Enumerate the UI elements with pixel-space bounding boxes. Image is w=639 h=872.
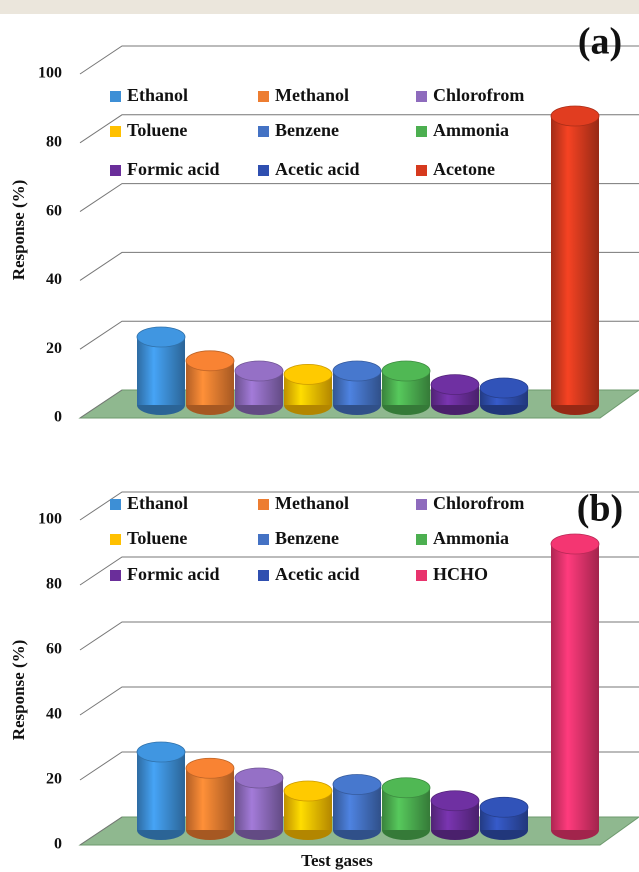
- legend-label: Formic acid: [127, 159, 219, 179]
- legend-swatch: [416, 126, 427, 137]
- legend-swatch: [258, 165, 269, 176]
- legend-swatch: [258, 534, 269, 545]
- grid-line: [79, 45, 639, 75]
- grid-line: [79, 320, 639, 350]
- legend-swatch: [416, 570, 427, 581]
- legend-swatch: [258, 570, 269, 581]
- grid-line: [79, 251, 639, 281]
- legend-label: Chlorofrom: [433, 493, 524, 513]
- legend-swatch: [258, 499, 269, 510]
- legend-swatch: [110, 534, 121, 545]
- grid-line: [79, 751, 639, 781]
- grid-line: [79, 114, 639, 144]
- y-axis-title: Response (%): [9, 640, 28, 741]
- y-tick-label: 40: [46, 271, 62, 288]
- bar: [137, 752, 185, 830]
- bar-top: [550, 105, 600, 127]
- bar-top: [479, 377, 529, 399]
- legend-label: Methanol: [275, 85, 349, 105]
- bar-top: [185, 350, 235, 372]
- bar-top: [430, 790, 480, 812]
- legend-label: Acetone: [433, 159, 495, 179]
- legend-swatch: [110, 570, 121, 581]
- bar-top: [136, 741, 186, 763]
- y-axis-title: Response (%): [9, 180, 28, 281]
- y-tick-label: 0: [54, 409, 62, 426]
- y-tick-label: 0: [54, 836, 62, 853]
- legend-label: Ethanol: [127, 493, 188, 513]
- grid-line: [79, 686, 639, 716]
- bar-top: [430, 374, 480, 396]
- legend-swatch: [110, 91, 121, 102]
- legend-swatch: [416, 91, 427, 102]
- y-tick-label: 40: [46, 706, 62, 723]
- legend-label: Ammonia: [433, 120, 509, 140]
- bar-top: [479, 796, 529, 818]
- x-axis-title: Test gases: [301, 851, 373, 870]
- legend-label: Acetic acid: [275, 564, 359, 584]
- legend-label: Formic acid: [127, 564, 219, 584]
- legend-swatch: [258, 126, 269, 137]
- legend-label: Benzene: [275, 528, 339, 548]
- y-axis: [79, 389, 123, 419]
- legend-swatch: [416, 499, 427, 510]
- y-axis: [79, 816, 123, 846]
- top-band: [0, 0, 639, 14]
- bar-top: [234, 767, 284, 789]
- legend-label: Toluene: [127, 120, 187, 140]
- legend-label: Ethanol: [127, 85, 188, 105]
- panel-label: (b): [577, 488, 623, 530]
- y-tick-label: 100: [38, 65, 62, 82]
- legend-swatch: [110, 165, 121, 176]
- bar: [137, 337, 185, 405]
- y-tick-label: 80: [46, 576, 62, 593]
- legend-label: HCHO: [433, 564, 488, 584]
- y-tick-label: 60: [46, 202, 62, 219]
- bar-top: [381, 777, 431, 799]
- legend-swatch: [110, 126, 121, 137]
- legend-swatch: [416, 165, 427, 176]
- legend-label: Methanol: [275, 493, 349, 513]
- bar-top: [283, 780, 333, 802]
- y-tick-label: 20: [46, 340, 62, 357]
- legend-label: Toluene: [127, 528, 187, 548]
- grid-line: [79, 183, 639, 213]
- bar-top: [550, 533, 600, 555]
- legend-label: Ammonia: [433, 528, 509, 548]
- bar-top: [381, 360, 431, 382]
- bar: [551, 544, 599, 830]
- y-tick-label: 20: [46, 771, 62, 788]
- legend-swatch: [258, 91, 269, 102]
- grid-line: [79, 621, 639, 651]
- legend-label: Chlorofrom: [433, 85, 524, 105]
- y-tick-label: 60: [46, 641, 62, 658]
- panel-label: (a): [578, 21, 622, 63]
- grid-line: [79, 556, 639, 586]
- bar-top: [234, 360, 284, 382]
- bar-top: [332, 360, 382, 382]
- bar-top: [332, 774, 382, 795]
- legend-label: Benzene: [275, 120, 339, 140]
- legend-label: Acetic acid: [275, 159, 359, 179]
- y-tick-label: 100: [38, 511, 62, 528]
- y-tick-label: 80: [46, 133, 62, 150]
- bar: [551, 116, 599, 405]
- bar-top: [185, 757, 235, 779]
- grid-line: [79, 491, 639, 521]
- legend-swatch: [110, 499, 121, 510]
- bar-top: [136, 326, 186, 348]
- legend-swatch: [416, 534, 427, 545]
- bar-top: [283, 363, 333, 385]
